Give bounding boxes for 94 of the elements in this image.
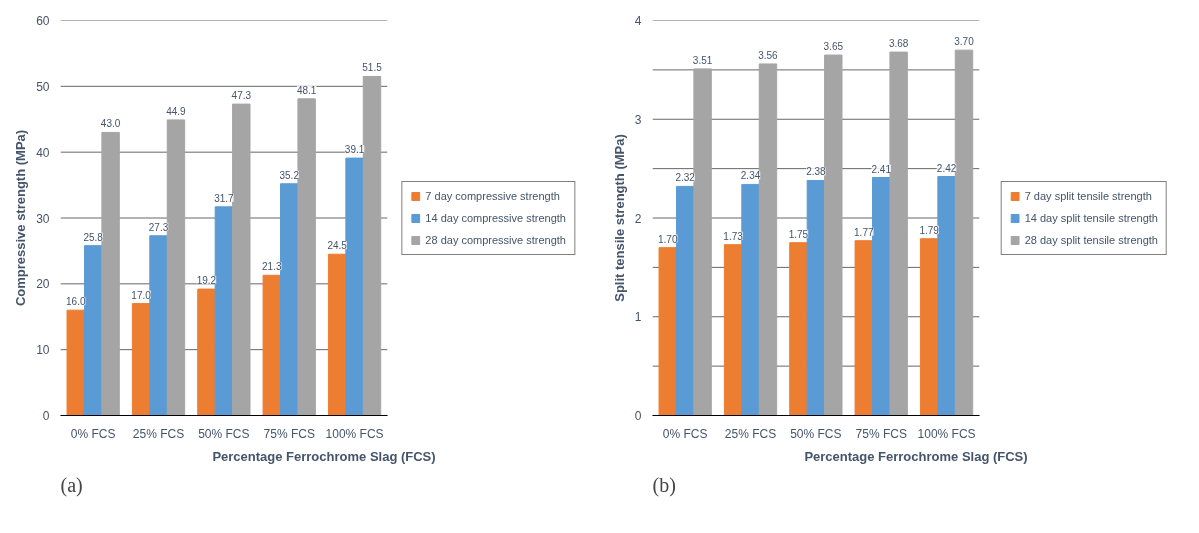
data-label: 35.2 (279, 169, 300, 181)
y-axis-title: Split tensile strength (MPa) (611, 134, 627, 302)
legend-label: 14 day split tensile strength (1024, 211, 1158, 224)
data-label: 47.3 (231, 90, 252, 102)
x-tick-label: 100% FCS (325, 426, 384, 441)
bar (872, 177, 891, 416)
data-label: 1.70 (658, 233, 678, 245)
legend-label: 28 day compressive strength (425, 233, 566, 246)
bar (280, 183, 299, 416)
y-tick-label: 60 (36, 14, 50, 28)
bar (214, 206, 234, 416)
data-label: 1.73 (723, 230, 744, 242)
x-tick-label: 75% FCS (855, 426, 907, 441)
y-tick-label: 0 (634, 409, 642, 423)
bar (166, 119, 186, 416)
y-axis-title: Compressive strength (MPa) (13, 129, 29, 307)
data-label: 31.7 (214, 192, 235, 204)
bar (658, 247, 677, 416)
data-label: 2.32 (675, 172, 696, 184)
legend-label: 28 day split tensile strength (1024, 233, 1158, 246)
bar (327, 253, 347, 416)
x-tick-label: 75% FCS (263, 426, 315, 441)
y-tick-label: 3 (634, 112, 642, 127)
legend-label: 7 day split tensile strength (1024, 189, 1152, 202)
y-tick-label: 30 (36, 211, 50, 226)
text: (b) (652, 473, 676, 497)
data-label: 3.70 (954, 36, 975, 48)
data-label: 17.0 (131, 289, 152, 301)
x-tick-label: 0% FCS (70, 426, 116, 441)
data-label: 3.51 (692, 54, 713, 66)
data-label: 25.8 (83, 231, 104, 243)
bar (806, 179, 826, 416)
data-label: 21.3 (262, 261, 282, 273)
y-tick-label: 1 (634, 310, 642, 325)
bar (937, 176, 956, 416)
x-axis-title: Percentage Ferrochrome Slag (FCS) (212, 448, 436, 464)
bar (758, 63, 778, 416)
y-tick-label: 10 (36, 343, 50, 358)
bar (131, 303, 151, 416)
data-label: 2.38 (806, 166, 827, 178)
bar (854, 240, 873, 416)
x-tick-label: 25% FCS (724, 426, 777, 441)
bar (693, 68, 712, 416)
data-label: 16.0 (66, 296, 86, 308)
data-label: 51.5 (362, 62, 383, 74)
data-label: 43.0 (100, 118, 121, 130)
x-tick-label: 50% FCS (790, 426, 842, 441)
y-tick-label: 2 (634, 211, 642, 226)
data-label: 1.79 (919, 224, 940, 236)
x-tick-label: 0% FCS (662, 426, 708, 441)
legend-label: 14 day compressive strength (425, 211, 566, 224)
bar (66, 309, 85, 416)
bar (232, 103, 251, 416)
bar (741, 183, 760, 416)
y-tick-label: 0 (42, 409, 50, 423)
bar (101, 131, 120, 416)
y-tick-label: 50 (36, 79, 50, 94)
x-axis-title: Percentage Ferrochrome Slag (FCS) (804, 448, 1028, 464)
bar (362, 75, 382, 416)
bar (954, 49, 974, 416)
bar (675, 185, 695, 416)
x-tick-label: 100% FCS (917, 426, 976, 441)
text: (a) (60, 473, 83, 497)
bar (197, 288, 216, 416)
bar (919, 238, 939, 416)
data-label: 48.1 (296, 84, 317, 96)
bar (723, 244, 743, 416)
data-label: 24.5 (327, 240, 348, 252)
legend-label: 7 day compressive strength (425, 189, 560, 202)
bar (149, 235, 168, 416)
x-tick-label: 50% FCS (198, 426, 250, 441)
bar (83, 245, 103, 416)
data-label: 3.65 (823, 41, 844, 53)
data-label: 2.41 (871, 163, 892, 175)
data-label: 3.68 (888, 38, 909, 50)
data-label: 1.77 (854, 226, 874, 238)
bar (262, 274, 281, 416)
bar (889, 51, 908, 416)
y-tick-label: 4 (634, 14, 642, 28)
bar (789, 242, 808, 416)
bar (824, 54, 843, 416)
bar (345, 157, 364, 416)
bar (297, 98, 316, 416)
data-label: 19.2 (196, 275, 217, 287)
y-tick-label: 20 (36, 277, 50, 292)
x-tick-label: 25% FCS (132, 426, 185, 441)
data-label: 39.1 (344, 144, 365, 156)
data-label: 2.42 (936, 162, 957, 174)
y-tick-label: 40 (36, 145, 50, 160)
data-label: 2.34 (740, 170, 761, 182)
data-label: 3.56 (758, 49, 779, 61)
data-label: 44.9 (166, 105, 187, 117)
data-label: 1.75 (788, 228, 809, 240)
data-label: 27.3 (148, 221, 169, 233)
